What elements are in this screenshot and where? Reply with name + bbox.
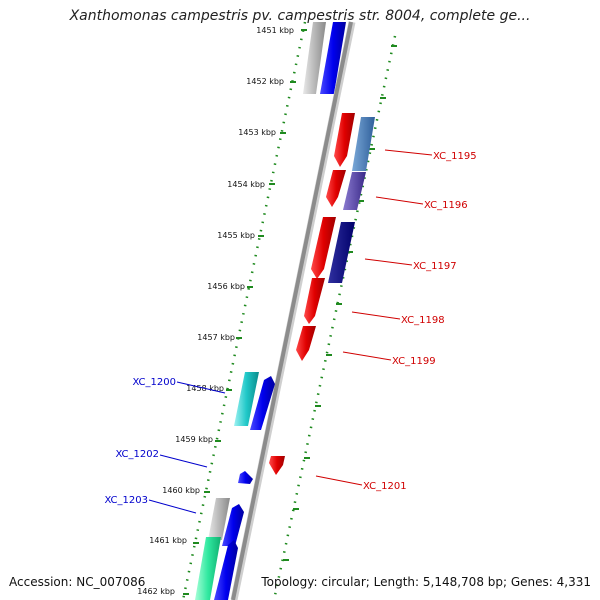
gene-blue-2[interactable] <box>250 376 275 430</box>
left-ruler-ticks <box>183 29 307 595</box>
gene-label-xc1195[interactable]: XC_1195 <box>433 151 477 162</box>
gene-xc1196[interactable] <box>326 170 346 207</box>
gene-xc1202[interactable] <box>238 471 253 484</box>
kbp-label: 1452 kbp <box>246 77 284 86</box>
gene-label-xc1197[interactable]: XC_1197 <box>413 261 457 272</box>
leader-lines <box>148 149 433 514</box>
gene-blue-3[interactable] <box>222 504 244 546</box>
kbp-label: 1454 kbp <box>227 180 265 189</box>
left-ruler-dots <box>181 21 307 600</box>
gene-xc1197[interactable] <box>311 217 336 279</box>
gene-label-xc1201[interactable]: XC_1201 <box>363 481 407 492</box>
gene-grey-2[interactable] <box>208 498 230 540</box>
kbp-label: 1461 kbp <box>149 536 187 545</box>
backbone <box>231 21 353 600</box>
topology-summary: Topology: circular; Length: 5,148,708 bp… <box>261 575 591 589</box>
kbp-label: 1455 kbp <box>217 231 255 240</box>
gene-label-xc1198[interactable]: XC_1198 <box>401 315 445 326</box>
gene-xc1201[interactable] <box>269 456 285 475</box>
right-ruler-ticks <box>283 45 397 561</box>
gene-xc1195[interactable] <box>334 113 355 167</box>
gene-navy[interactable] <box>328 222 355 283</box>
kbp-label: 1453 kbp <box>238 128 276 137</box>
gene-label-xc1199[interactable]: XC_1199 <box>392 356 436 367</box>
gene-xc1203[interactable] <box>195 537 221 600</box>
gene-xc1199[interactable] <box>296 326 316 361</box>
kbp-label: 1462 kbp <box>137 587 175 596</box>
gene-label-xc1202[interactable]: XC_1202 <box>115 449 159 460</box>
gene-label-xc1200[interactable]: XC_1200 <box>132 377 176 388</box>
kbp-label: 1457 kbp <box>197 333 235 342</box>
kbp-label: 1460 kbp <box>162 486 200 495</box>
kbp-label: 1459 kbp <box>175 435 213 444</box>
gene-label-xc1203[interactable]: XC_1203 <box>104 495 148 506</box>
gene-xc1200[interactable] <box>234 372 259 426</box>
map-title: Xanthomonas campestris pv. campestris st… <box>69 8 531 24</box>
accession-text: Accession: NC_007086 <box>9 575 146 589</box>
gene-blue-1[interactable] <box>320 22 346 94</box>
gene-label-xc1196[interactable]: XC_1196 <box>424 200 468 211</box>
gene-blue-4[interactable] <box>214 540 238 600</box>
gene-steel-xc1195[interactable] <box>0 0 1 1</box>
gene-purple[interactable] <box>343 172 366 210</box>
gene-grey-1[interactable] <box>303 22 326 94</box>
gene-xc1198[interactable] <box>304 278 325 324</box>
kbp-label: 1456 kbp <box>207 282 245 291</box>
gene-steel[interactable] <box>352 117 375 171</box>
kbp-label: 1451 kbp <box>256 26 294 35</box>
